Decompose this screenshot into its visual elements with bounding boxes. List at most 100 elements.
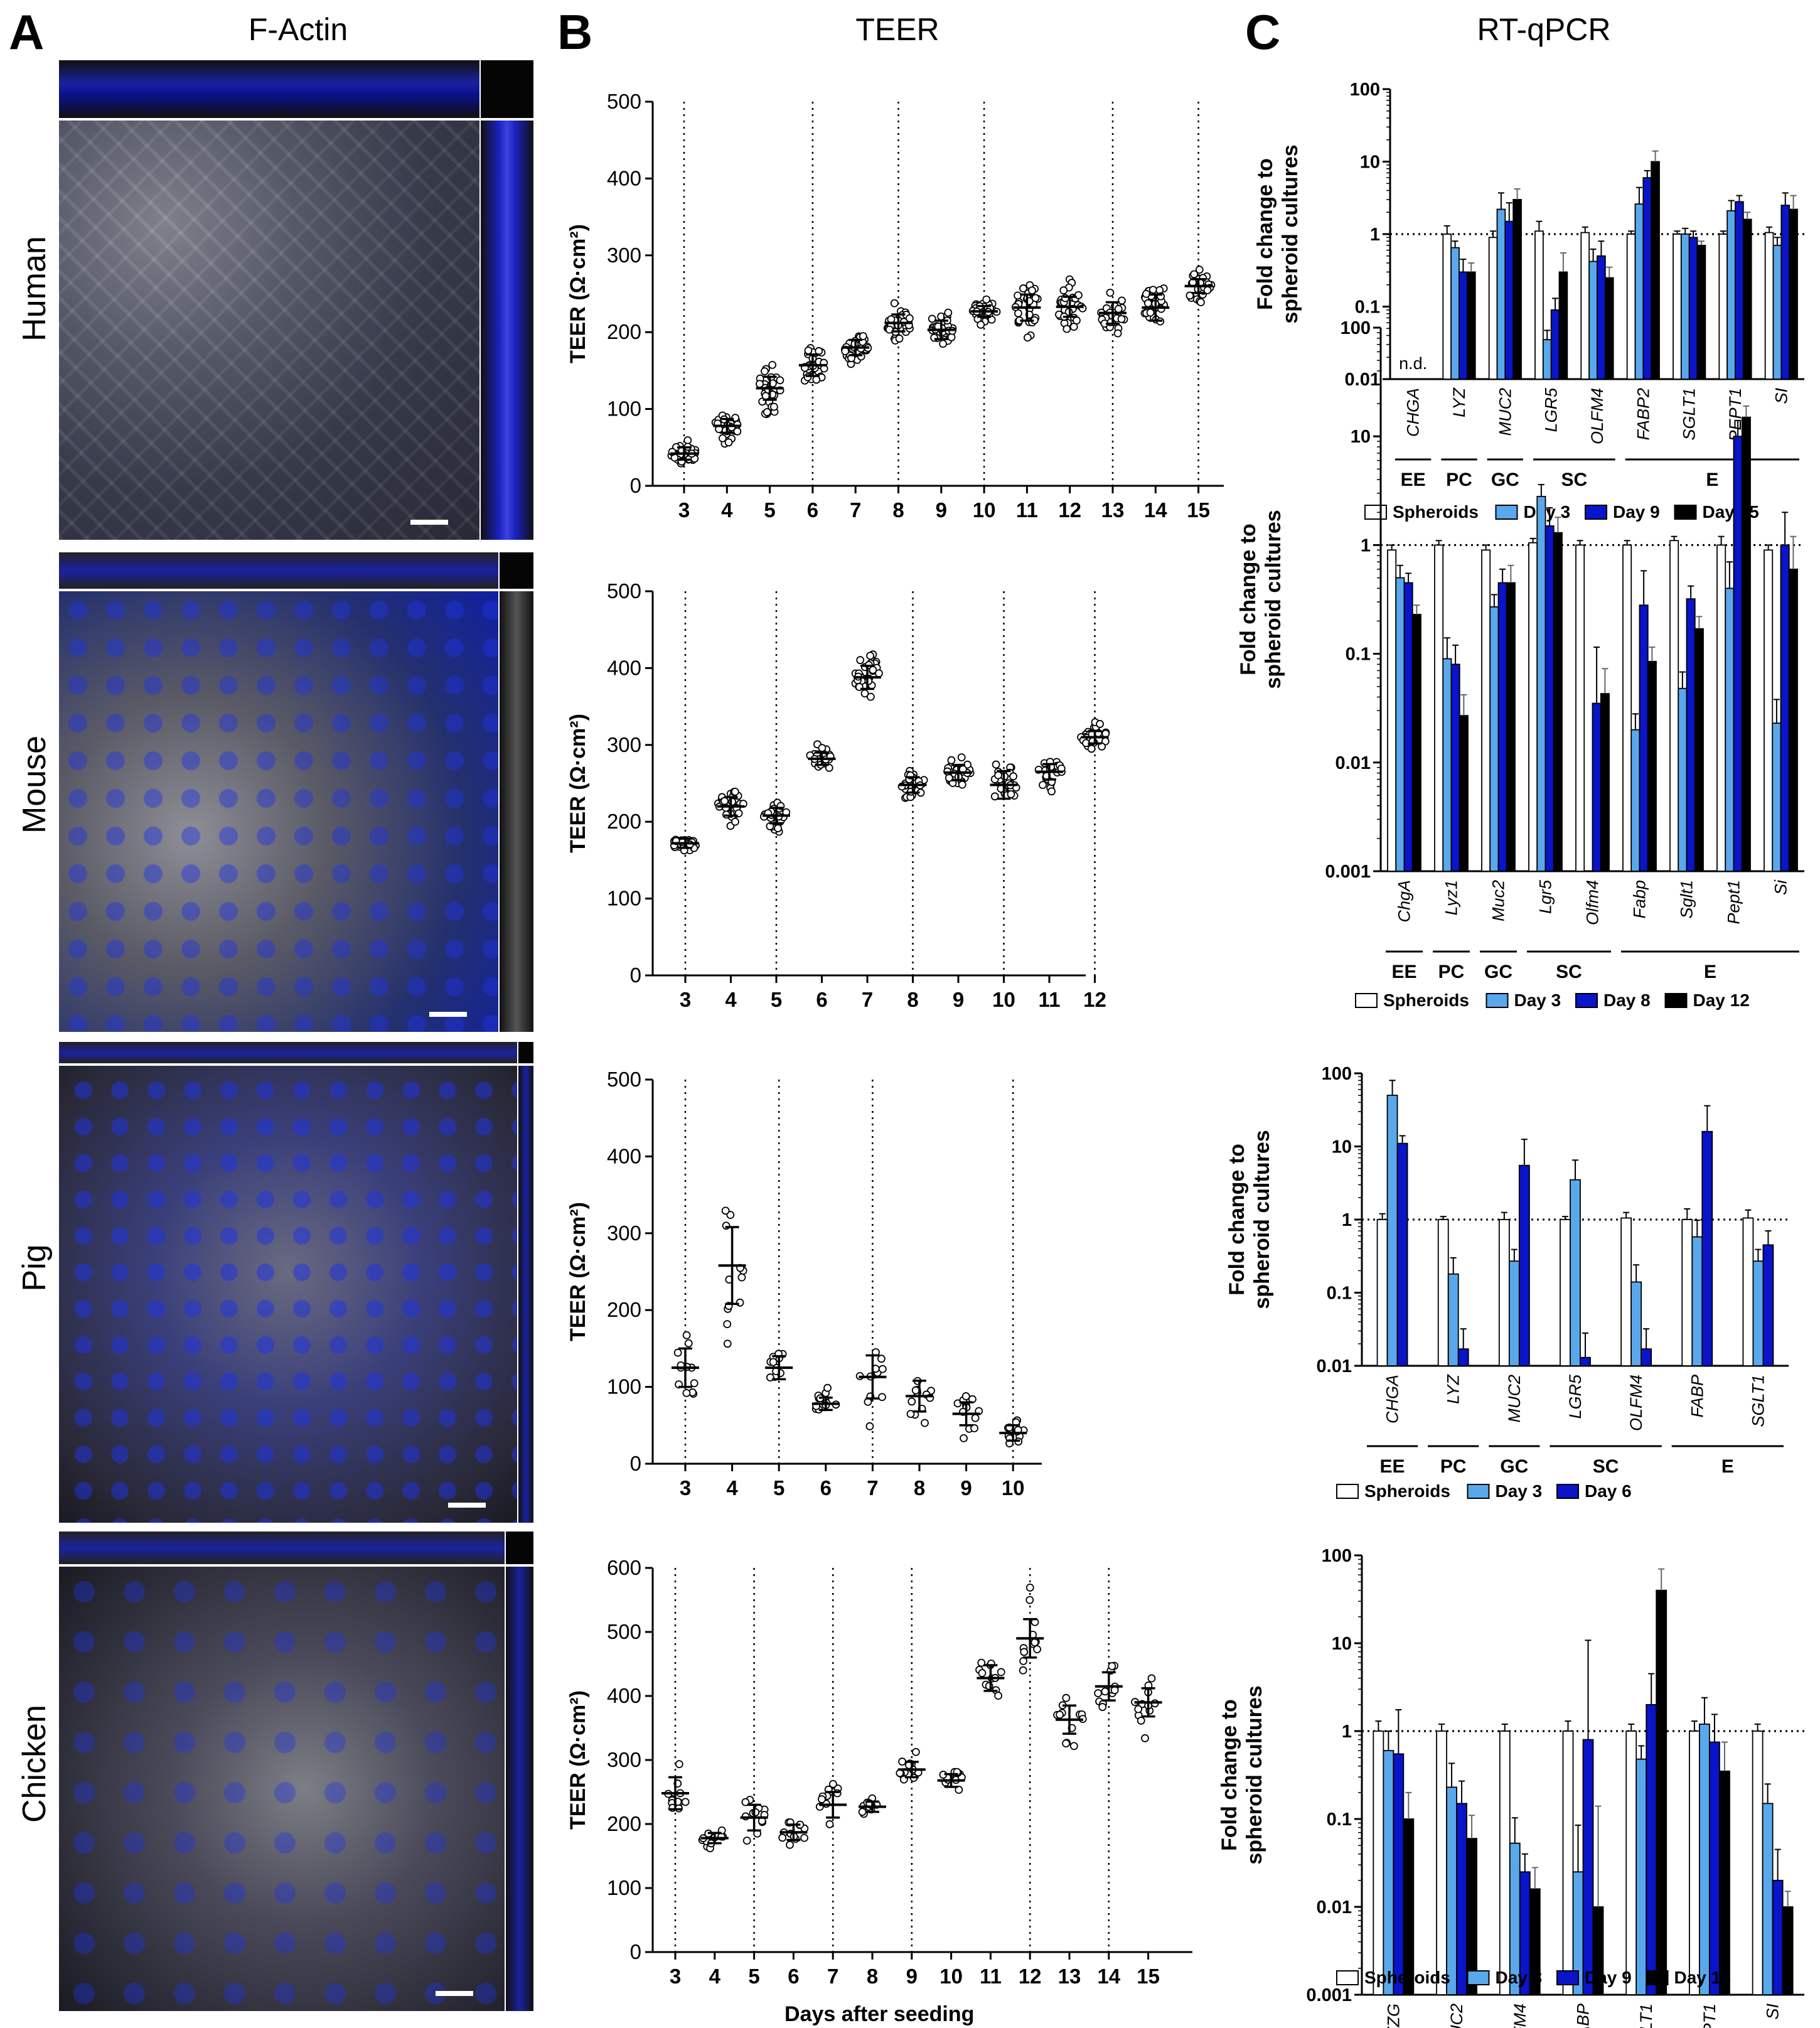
data-point [1087,744,1096,753]
group-label: EE [1401,469,1426,490]
data-point [960,1434,968,1442]
legend-swatch [1495,505,1518,520]
gene-label: MUC2 [1505,1375,1524,1423]
group-label: PC [1440,1456,1467,1477]
bar-day-3 [1762,1803,1774,1995]
data-point [812,375,821,384]
x-tick-label: 14 [1097,1965,1120,1988]
bar-day-15 [1466,271,1476,380]
bar-day-9 [1780,205,1791,380]
gene-label: SGLT1 [1637,2004,1656,2028]
data-point [818,744,827,753]
y-tick-label: 100 [607,887,641,910]
y-axis-label-line1: Fold change to [1225,1144,1249,1296]
bar-day-9 [1709,1741,1720,1995]
data-point [911,1386,920,1395]
group-label: PC [1446,469,1472,490]
bar-day-6 [1518,1164,1530,1366]
y-tick-label: 1 [1342,1210,1352,1230]
gene-label: LYZ [1444,1374,1463,1405]
y-tick-label: 0.001 [1306,1985,1352,2005]
data-point [1113,329,1122,338]
data-point [1030,1638,1039,1647]
x-tick-label: 13 [1101,498,1125,522]
data-point [947,333,956,341]
bar-spheroids [1434,544,1444,872]
y-tick-label: 400 [607,1684,641,1707]
x-tick-label: 4 [721,498,733,522]
data-point [860,689,869,698]
x-tick-label: 15 [1137,1965,1160,1988]
gene-label: MUC2 [1447,2004,1466,2028]
data-point [723,1320,732,1329]
data-point [675,1760,683,1769]
data-point [1141,1734,1149,1742]
y-tick-label: 300 [607,1748,641,1771]
legend-swatch [1467,1484,1490,1499]
pig-corner [518,1042,533,1063]
teer-human-chart: 0 100 200 300 400 500 TEER (Ω·cm²) 3 4 5 6 7 8 9 10 11 1… [566,90,1224,522]
x-tick-label: 7 [827,1965,838,1988]
x-tick-label: 7 [850,498,861,522]
gene-label: OLFM4 [1627,1375,1646,1431]
group-label: EE [1380,1456,1405,1477]
x-tick-label: 9 [953,988,964,1011]
group-label: SC [1561,469,1587,490]
y-tick-label: 0.1 [1346,645,1371,665]
x-tick-label: 12 [1058,498,1081,522]
x-tick-label: 14 [1144,498,1167,522]
data-point [723,1339,732,1348]
data-point [721,1206,730,1215]
data-point [731,817,739,826]
legend-swatch [1467,1970,1490,1985]
x-tick-label: 4 [726,1476,738,1500]
x-tick-label: 10 [992,988,1015,1011]
y-tick-label: 200 [607,320,641,343]
bar-spheroids [1437,1219,1449,1366]
gene-label: FABP [1688,1375,1706,1418]
y-tick-label: 500 [607,90,641,113]
data-point [803,373,812,382]
legend-swatch [1336,1484,1359,1499]
data-point [977,320,985,329]
data-point [778,1833,787,1842]
x-tick-label: 10 [973,498,996,522]
data-point [1059,286,1068,294]
legend-swatch [1556,1484,1579,1499]
bar-day-12 [1694,628,1704,872]
y-tick-label: 0 [630,1940,641,1963]
bar-day-3 [1752,1260,1764,1366]
y-axis-label: TEER (Ω·cm²) [566,224,590,363]
y-tick-label: 100 [607,397,641,421]
bar-day-3 [1508,1260,1520,1366]
data-point [978,1669,987,1677]
y-tick-label: 300 [607,244,641,267]
bar-spheroids [1681,1219,1693,1366]
gene-label: LGR5 [1566,1374,1585,1419]
y-tick-label: 0 [630,1452,641,1475]
gene-label: FABP [1574,2004,1593,2028]
gene-label: SI [1772,388,1791,404]
human-factin-image [59,121,479,540]
data-point [921,1419,929,1427]
gene-label: Muc2 [1489,880,1508,921]
bar-day-3 [1726,210,1736,380]
data-point [992,760,1000,769]
data-point [1039,781,1047,789]
bar-spheroids [1622,544,1632,872]
data-point [898,1757,906,1766]
bar-spheroids [1481,549,1491,872]
y-tick-label: 10 [1332,1137,1352,1157]
data-point [997,1668,1005,1677]
data-point [1069,1742,1078,1751]
bar-spheroids [1387,549,1397,872]
gene-label: CHGA [1383,1375,1402,1424]
human-corner [481,60,533,118]
y-axis-label: TEER (Ω·cm²) [566,1202,590,1341]
data-point [958,780,966,789]
x-tick-label: 5 [773,1476,784,1500]
data-point [804,346,813,355]
y-tick-label: 500 [607,579,641,603]
data-point [774,824,783,832]
legend-label: Spheroids [1364,1968,1450,1987]
